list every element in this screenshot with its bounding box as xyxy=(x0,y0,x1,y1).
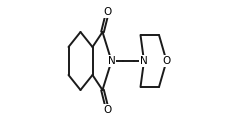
Text: N: N xyxy=(108,56,115,66)
Text: O: O xyxy=(162,56,171,66)
Text: O: O xyxy=(103,7,112,17)
Text: O: O xyxy=(103,105,112,115)
Text: N: N xyxy=(140,56,148,66)
